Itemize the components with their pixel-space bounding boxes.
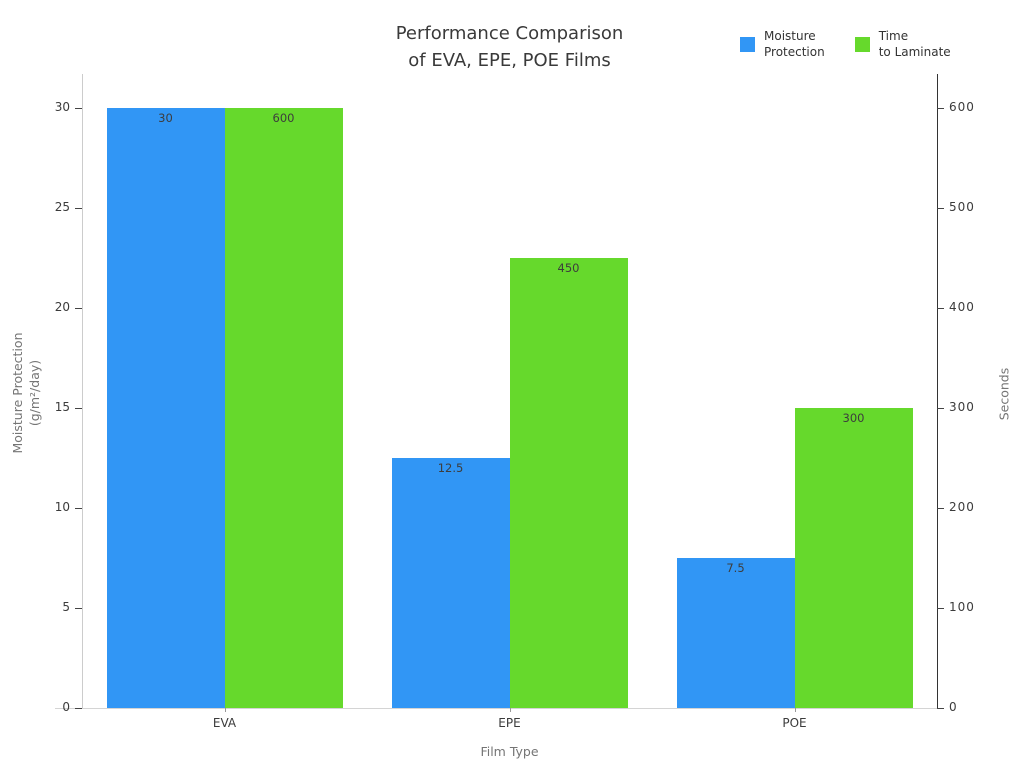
y-left-tick-mark: [75, 608, 82, 610]
bar-moisture-protection-epe: [391, 458, 510, 708]
legend-swatch-moisture-protection: [740, 36, 755, 52]
y-left-tick-label: 5: [62, 600, 70, 614]
y-left-spine: [82, 74, 83, 708]
x-tick-label-eva: EVA: [212, 716, 237, 730]
bar-label-time-to-laminate-eva: 600: [272, 111, 295, 125]
x-bottom-spine: [55, 708, 944, 709]
y-right-tick-mark: [937, 408, 944, 410]
legend-label-line1: Time: [878, 29, 909, 43]
y-left-tick-label: 30: [54, 100, 70, 114]
legend-swatch-time-to-laminate: [854, 36, 870, 52]
bar-label-time-to-laminate-poe: 300: [842, 411, 865, 425]
chart-title-line2: of EVA, EPE, POE Films: [408, 50, 611, 71]
y-left-tick-mark: [75, 208, 82, 210]
y-left-tick-mark: [75, 508, 82, 510]
y-left-tick-label: 0: [62, 700, 70, 714]
bar-label-moisture-protection-eva: 30: [158, 111, 173, 125]
y-left-tick-mark: [75, 308, 82, 310]
y-right-tick-mark: [937, 108, 944, 110]
bar-label-moisture-protection-epe: 12.5: [437, 461, 464, 475]
x-axis-title: Film Type: [82, 744, 937, 759]
y-right-tick-mark: [937, 308, 944, 310]
bar-time-to-laminate-eva: [224, 108, 343, 708]
y-left-tick-mark: [75, 108, 82, 110]
x-tick-label-poe: POE: [782, 716, 807, 730]
chart-title: Performance Comparison of EVA, EPE, POE …: [82, 20, 937, 74]
x-tick-label-epe: EPE: [498, 716, 521, 730]
bar-label-time-to-laminate-epe: 450: [557, 261, 580, 275]
legend-label-line2: to Laminate: [878, 45, 951, 59]
y-right-tick-label: 500: [949, 200, 975, 214]
x-axis-title-text: Film Type: [480, 744, 539, 759]
legend-label-time-to-laminate: Time to Laminate: [879, 28, 951, 60]
chart-title-line1: Performance Comparison: [395, 23, 624, 44]
y-left-tick-label: 15: [54, 400, 70, 414]
legend-entry-time-to-laminate: Time to Laminate: [854, 28, 951, 60]
y-left-tick-mark: [75, 708, 82, 710]
x-tick-mark: [224, 708, 226, 712]
legend: Moisture Protection Time to Laminate: [740, 28, 951, 60]
y-left-tick-label: 10: [54, 500, 70, 514]
legend-label-line1: Moisture: [764, 29, 816, 43]
y-right-tick-mark: [937, 208, 944, 210]
bar-time-to-laminate-epe: [509, 258, 628, 708]
y-left-tick-label: 20: [54, 300, 70, 314]
bar-label-moisture-protection-poe: 7.5: [726, 561, 745, 575]
y-right-spine: [937, 74, 939, 708]
y-right-tick-mark: [937, 508, 944, 510]
y-left-tick-mark: [75, 408, 82, 410]
y-right-tick-label: 100: [949, 600, 975, 614]
bar-moisture-protection-poe: [676, 558, 795, 708]
y-right-tick-label: 200: [949, 500, 975, 514]
legend-label-line2: Protection: [764, 45, 825, 59]
y-right-tick-mark: [937, 708, 944, 710]
bar-time-to-laminate-poe: [794, 408, 913, 708]
y-left-tick-label: 25: [54, 200, 70, 214]
y-right-tick-label: 300: [949, 400, 975, 414]
y-right-tick-label: 0: [949, 700, 958, 714]
bar-moisture-protection-eva: [106, 108, 225, 708]
y-right-tick-label: 600: [949, 100, 975, 114]
legend-entry-moisture-protection: Moisture Protection: [740, 28, 825, 60]
x-tick-mark: [509, 708, 511, 712]
legend-label-moisture-protection: Moisture Protection: [764, 28, 825, 60]
x-tick-mark: [794, 708, 796, 712]
y-right-tick-label: 400: [949, 300, 975, 314]
y-right-tick-mark: [937, 608, 944, 610]
